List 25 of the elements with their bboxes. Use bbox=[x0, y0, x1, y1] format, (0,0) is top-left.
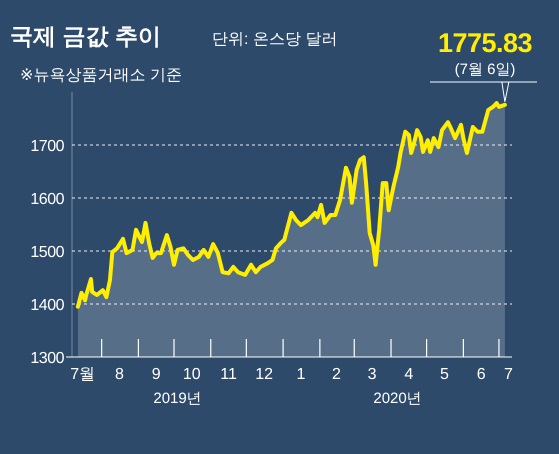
y-tick-label: 1500 bbox=[30, 244, 65, 261]
x-tick-label: 8 bbox=[114, 366, 124, 383]
x-tick-label: 3 bbox=[368, 366, 377, 383]
y-tick-label: 1700 bbox=[30, 138, 65, 155]
x-tick-label: 5 bbox=[440, 366, 449, 383]
text: (7월 6일) bbox=[454, 61, 516, 78]
y-tick-label: 1600 bbox=[30, 191, 65, 208]
text: 2019년 bbox=[153, 390, 202, 407]
x-tick-label: 12 bbox=[255, 366, 274, 383]
x-tick-label: 10 bbox=[182, 366, 201, 383]
y-tick-label: 1400 bbox=[30, 297, 65, 314]
x-tick-label: 11 bbox=[220, 366, 237, 383]
text: 2020년 bbox=[373, 390, 422, 407]
x-tick-label: 9 bbox=[152, 366, 161, 383]
x-tick-label: 7월 bbox=[70, 366, 96, 383]
text: ※뉴욕상품거래소 기준 bbox=[20, 67, 182, 84]
x-tick-label: 4 bbox=[404, 366, 414, 383]
x-tick-label: 7 bbox=[504, 366, 513, 383]
chart-title: 국제 금값 추이 bbox=[10, 23, 161, 49]
x-tick-label: 6 bbox=[476, 366, 486, 383]
x-tick-label: 2 bbox=[332, 366, 342, 383]
annotation: 1775.83 bbox=[438, 28, 533, 58]
y-tick-label: 1300 bbox=[30, 350, 65, 367]
chart-subtitle: 단위: 온스당 달러 bbox=[212, 31, 338, 48]
x-tick-label: 1 bbox=[296, 366, 306, 383]
